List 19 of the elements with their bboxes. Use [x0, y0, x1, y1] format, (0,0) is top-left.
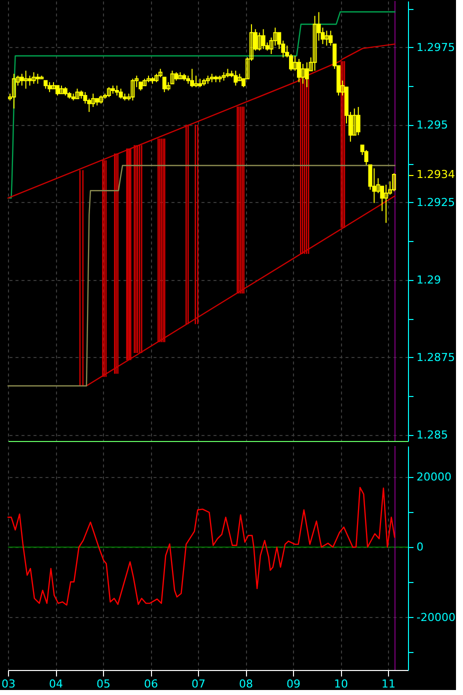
- x-tick-label: 06: [144, 678, 158, 690]
- y-tick-label: -20000: [416, 610, 456, 624]
- y-tick-label: 1.295: [416, 118, 448, 132]
- y-tick-label: 1.2934: [416, 168, 455, 182]
- y-tick-label: 1.2975: [416, 40, 455, 54]
- y-tick-label: 20000: [416, 470, 452, 484]
- x-tick-label: 03: [2, 678, 16, 690]
- y-tick-label: 1.285: [416, 428, 448, 442]
- x-tick-label: 09: [286, 678, 301, 690]
- x-tick-label: 04: [49, 678, 64, 690]
- y-tick-label: 1.2875: [416, 350, 455, 364]
- y-tick-label: 0: [416, 540, 424, 554]
- x-tick-label: 08: [239, 678, 254, 690]
- x-tick-label: 11: [382, 678, 396, 690]
- x-tick-label: 07: [192, 678, 206, 690]
- x-tick-label: 05: [96, 678, 111, 690]
- y-tick-label: 1.2925: [416, 196, 455, 209]
- x-tick-label: 10: [334, 678, 348, 690]
- y-tick-label: 1.29: [416, 273, 441, 286]
